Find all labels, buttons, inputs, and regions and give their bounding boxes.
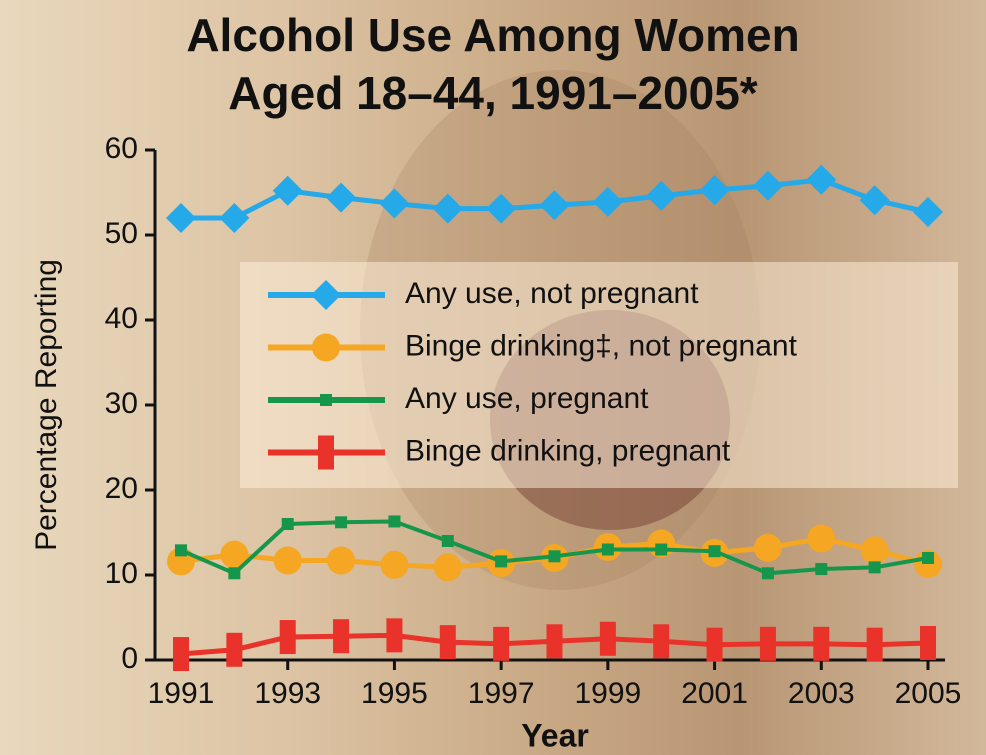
marker: [495, 555, 507, 567]
chart: Percentage Reporting Year 0 10 20 30 40 50 60 1…: [0, 0, 986, 755]
legend-marker: [312, 334, 340, 362]
marker: [388, 515, 400, 527]
marker: [327, 547, 355, 575]
marker: [807, 524, 835, 552]
legend-label: Any use, not pregnant: [405, 277, 699, 310]
marker: [333, 619, 349, 653]
marker: [602, 544, 614, 556]
marker: [440, 625, 456, 659]
marker: [273, 176, 303, 206]
marker: [815, 563, 827, 575]
legend: Any use, not pregnant Binge drinking‡, no…: [240, 262, 958, 488]
marker: [913, 197, 943, 227]
y-tick-label: 0: [121, 642, 138, 675]
marker: [760, 627, 776, 661]
x-axis-label: Year: [521, 717, 589, 753]
marker: [861, 536, 889, 564]
marker: [653, 624, 669, 658]
x-tick-label: 2003: [788, 677, 855, 710]
marker: [709, 545, 721, 557]
marker: [282, 518, 294, 530]
marker: [274, 547, 302, 575]
marker: [655, 544, 667, 556]
marker: [860, 185, 890, 215]
marker: [869, 561, 881, 573]
legend-marker: [320, 394, 332, 406]
marker: [867, 628, 883, 662]
marker: [762, 567, 774, 579]
marker: [549, 550, 561, 562]
marker: [493, 627, 509, 661]
legend-label: Any use, pregnant: [405, 382, 649, 415]
marker: [166, 203, 196, 233]
y-tick-label: 50: [105, 217, 138, 250]
marker: [380, 551, 408, 579]
x-tick-label: 1991: [148, 677, 215, 710]
marker: [920, 626, 936, 660]
marker: [228, 567, 240, 579]
y-tick-label: 10: [105, 557, 138, 590]
legend-label: Binge drinking, pregnant: [405, 434, 731, 467]
y-tick-label: 40: [105, 302, 138, 335]
marker: [922, 552, 934, 564]
x-tick-label: 1997: [468, 677, 535, 710]
x-tick-label: 2005: [895, 677, 962, 710]
y-tick-label: 30: [105, 387, 138, 420]
marker: [806, 165, 836, 195]
legend-label: Binge drinking‡, not pregnant: [405, 329, 798, 362]
marker: [173, 637, 189, 671]
marker: [600, 622, 616, 656]
y-tick-label: 20: [105, 472, 138, 505]
legend-marker: [318, 436, 334, 470]
marker: [547, 624, 563, 658]
x-tick-label: 2001: [681, 677, 748, 710]
marker: [442, 535, 454, 547]
marker: [754, 534, 782, 562]
marker: [434, 553, 462, 581]
marker: [226, 633, 242, 667]
chart-title: Alcohol Use Among Women Aged 18–44, 1991…: [0, 6, 986, 122]
marker: [707, 628, 723, 662]
x-tick-label: 1993: [254, 677, 321, 710]
marker: [219, 203, 249, 233]
marker: [335, 516, 347, 528]
x-tick-label: 1995: [361, 677, 428, 710]
x-tick-label: 1999: [574, 677, 641, 710]
marker: [326, 183, 356, 213]
marker: [753, 171, 783, 201]
y-tick-label: 60: [105, 132, 138, 165]
marker: [175, 544, 187, 556]
marker: [386, 618, 402, 652]
marker: [280, 620, 296, 654]
marker: [813, 627, 829, 661]
y-axis-label: Percentage Reporting: [30, 259, 63, 551]
